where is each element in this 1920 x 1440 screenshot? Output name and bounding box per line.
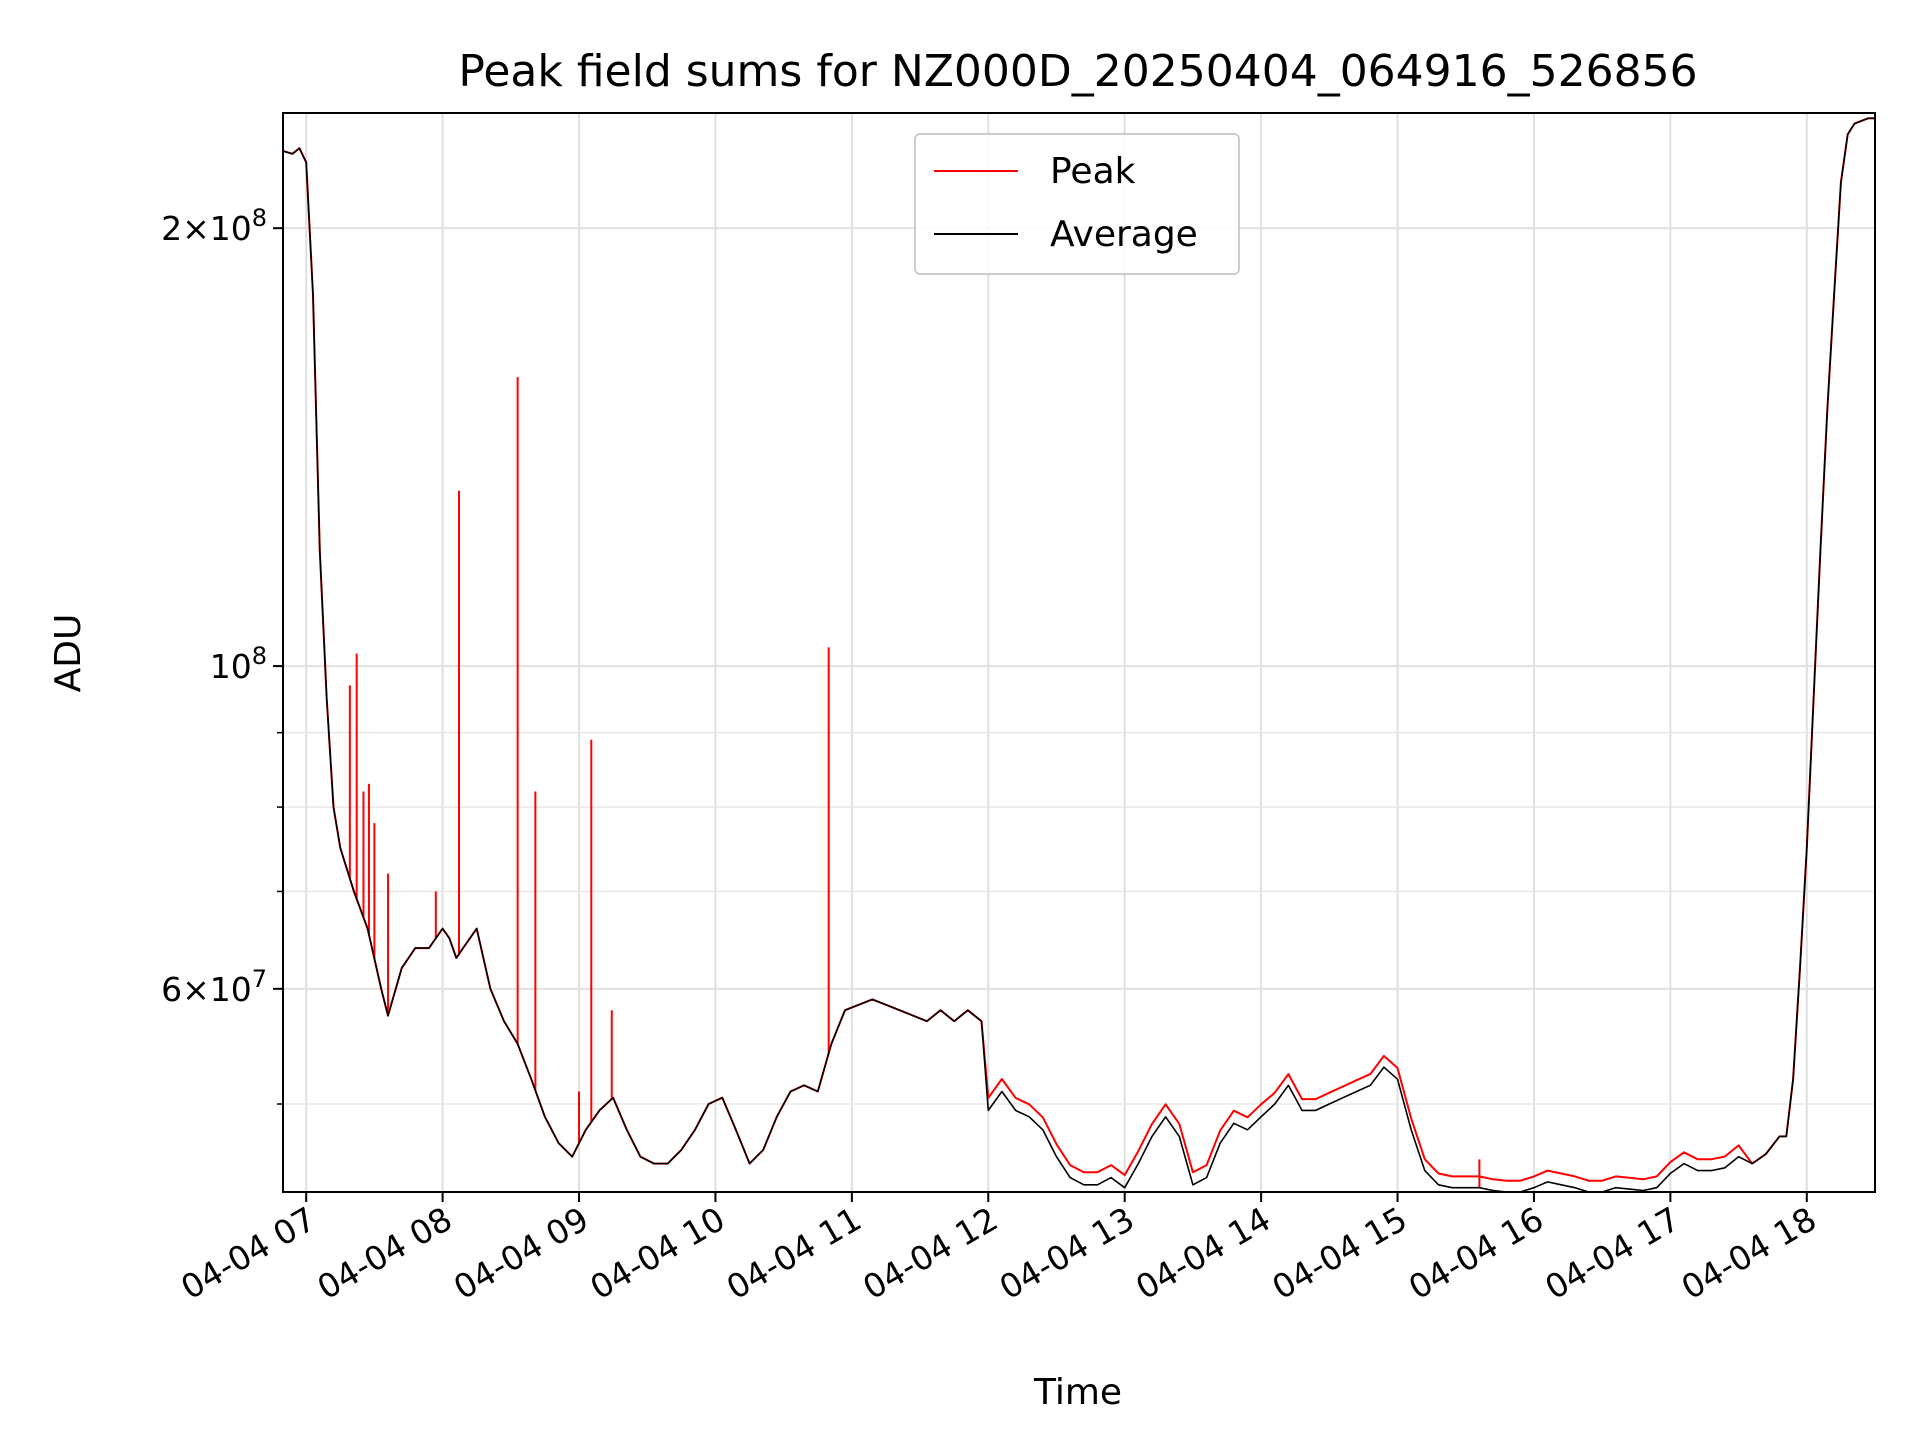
legend-box <box>914 133 1240 275</box>
series-average-line <box>283 117 1875 1192</box>
series-layer <box>283 117 1875 1192</box>
y-axis-label: ADU <box>48 614 89 693</box>
x-axis-label: Time <box>1033 1372 1122 1413</box>
chart-title: Peak field sums for NZ000D_20250404_0649… <box>458 46 1697 97</box>
y-tick-label: 6×107 <box>161 965 267 1009</box>
grid-lines <box>283 113 1875 1192</box>
y-tick-label: 108 <box>210 642 267 686</box>
legend-average-label: Average <box>1050 214 1198 255</box>
y-axis-ticks: 2×108 108 6×107 <box>161 204 283 1105</box>
legend-peak-label: Peak <box>1050 151 1136 192</box>
legend: Peak Average <box>914 133 1240 275</box>
y-tick-label: 2×108 <box>161 204 267 248</box>
plot-frame <box>282 112 1876 1193</box>
